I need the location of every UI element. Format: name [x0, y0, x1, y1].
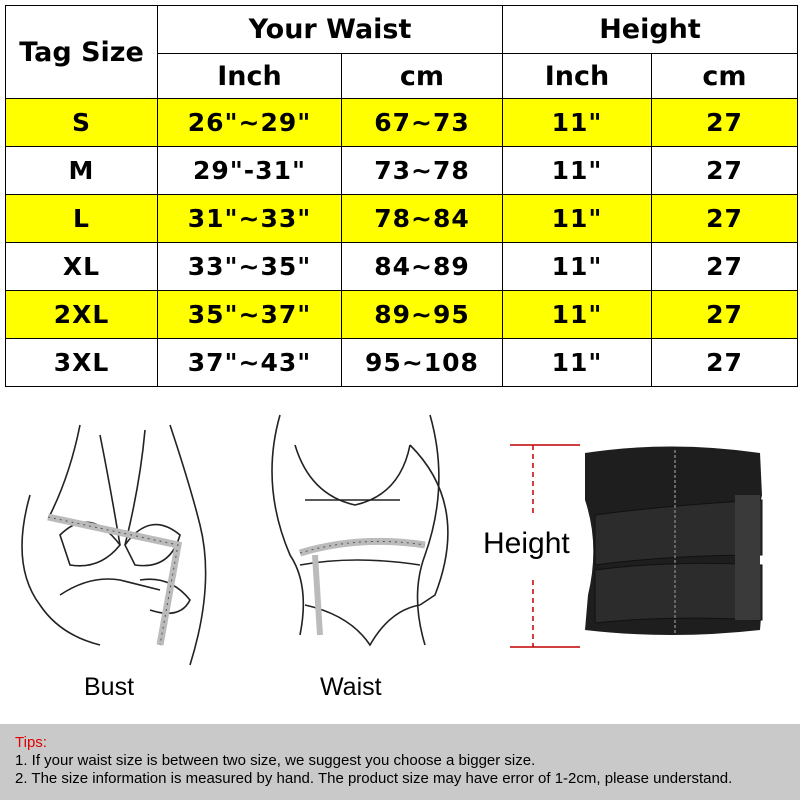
waist-inch-cell: 26"~29": [157, 98, 342, 147]
bust-measurement-illustration: [21, 424, 207, 666]
height-inch-cell: 11": [502, 146, 652, 195]
waist-cm-header: cm: [341, 53, 503, 99]
size-row: 3XL 37"~43" 95~108 11" 27: [5, 338, 798, 387]
tips-box: Tips: 1. If your waist size is between t…: [0, 724, 800, 800]
tip-2: 2. The size information is measured by h…: [15, 770, 733, 787]
height-inch-header: Inch: [502, 53, 652, 99]
height-cm-cell: 27: [651, 194, 798, 243]
your-waist-header: Your Waist: [157, 5, 503, 54]
waist-inch-cell: 31"~33": [157, 194, 342, 243]
waist-inch-header: Inch: [157, 53, 342, 99]
size-cell: 3XL: [5, 338, 158, 387]
height-inch-cell: 11": [502, 98, 652, 147]
size-cell: L: [5, 194, 158, 243]
waist-inch-cell: 37"~43": [157, 338, 342, 387]
waist-measurement-illustration: [271, 414, 449, 647]
height-label: Height: [483, 527, 570, 560]
size-chart-table: Tag Size Your Waist Height Inch cm Inch …: [5, 5, 798, 387]
waist-cm-cell: 73~78: [341, 146, 503, 195]
size-cell: XL: [5, 242, 158, 291]
bust-label: Bust: [84, 673, 135, 701]
size-cell: S: [5, 98, 158, 147]
tips-title: Tips:: [15, 734, 47, 751]
waist-cm-cell: 84~89: [341, 242, 503, 291]
waist-trainer-product-image: [510, 444, 763, 648]
height-inch-cell: 11": [502, 194, 652, 243]
height-cm-header: cm: [651, 53, 798, 99]
size-cell: M: [5, 146, 158, 195]
size-row: XL 33"~35" 84~89 11" 27: [5, 242, 798, 291]
height-cm-cell: 27: [651, 338, 798, 387]
waist-cm-cell: 95~108: [341, 338, 503, 387]
height-cm-cell: 27: [651, 290, 798, 339]
size-row: 2XL 35"~37" 89~95 11" 27: [5, 290, 798, 339]
waist-inch-cell: 35"~37": [157, 290, 342, 339]
height-header: Height: [502, 5, 798, 54]
height-cm-cell: 27: [651, 98, 798, 147]
tip-1: 1. If your waist size is between two siz…: [15, 752, 536, 769]
waist-cm-cell: 89~95: [341, 290, 503, 339]
height-inch-cell: 11": [502, 242, 652, 291]
waist-label: Waist: [320, 673, 382, 701]
size-row: S 26"~29" 67~73 11" 27: [5, 98, 798, 147]
waist-inch-cell: 33"~35": [157, 242, 342, 291]
tag-size-header: Tag Size: [5, 5, 158, 99]
waist-cm-cell: 67~73: [341, 98, 503, 147]
size-row: M 29"-31" 73~78 11" 27: [5, 146, 798, 195]
waist-inch-cell: 29"-31": [157, 146, 342, 195]
height-inch-cell: 11": [502, 338, 652, 387]
height-inch-cell: 11": [502, 290, 652, 339]
size-row: L 31"~33" 78~84 11" 27: [5, 194, 798, 243]
size-cell: 2XL: [5, 290, 158, 339]
height-cm-cell: 27: [651, 242, 798, 291]
waist-cm-cell: 78~84: [341, 194, 503, 243]
height-cm-cell: 27: [651, 146, 798, 195]
header-row: Tag Size Your Waist Height: [5, 5, 798, 99]
